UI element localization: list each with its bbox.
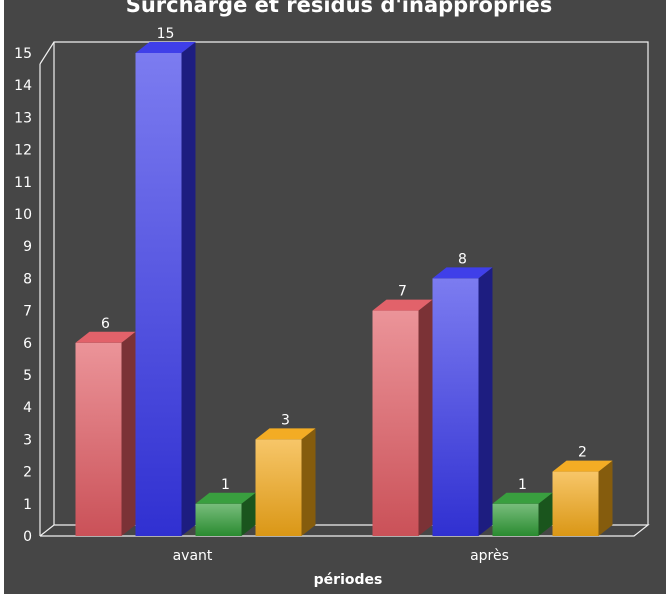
bar <box>75 331 136 536</box>
y-tick-label: 11 <box>14 175 32 191</box>
bar-top <box>552 460 613 472</box>
bar-side <box>538 492 553 536</box>
y-tick-label: 3 <box>23 432 32 448</box>
bar-front <box>432 278 479 536</box>
x-category-label: avant <box>173 548 213 564</box>
bar <box>135 42 196 536</box>
y-tick-label: 9 <box>23 239 32 255</box>
y-tick-label: 7 <box>23 304 32 320</box>
y-tick-label: 2 <box>23 465 32 481</box>
bar-front <box>255 439 302 536</box>
x-category-label: après <box>470 548 509 564</box>
y-tick-label: 1 <box>23 497 32 513</box>
y-tick-label: 15 <box>14 46 32 62</box>
bar <box>195 492 256 536</box>
bar-top <box>432 267 493 279</box>
bar <box>432 267 493 536</box>
data-label: 7 <box>398 284 407 300</box>
y-tick-label: 13 <box>14 110 32 126</box>
bar-front <box>492 503 539 536</box>
bar-front <box>75 342 122 536</box>
bar-top <box>492 492 553 504</box>
bar-side <box>478 267 493 536</box>
bar-top <box>135 42 196 53</box>
x-axis-title: périodes <box>314 572 383 588</box>
y-tick-label: 0 <box>23 529 32 545</box>
bar-side <box>418 299 433 536</box>
data-label: 2 <box>578 445 587 461</box>
bar-side <box>121 331 136 536</box>
chart-title: Surcharge et résidus d'inappropriés <box>126 0 553 17</box>
chart-back-wall <box>39 41 649 525</box>
y-tick-label: 12 <box>14 143 32 159</box>
bar-side <box>301 428 316 536</box>
data-label: 3 <box>281 412 290 428</box>
bar-top <box>372 299 433 311</box>
bar-top <box>195 492 256 504</box>
bar-front <box>135 53 182 536</box>
bar-side <box>181 42 196 536</box>
bar <box>372 299 433 536</box>
bar <box>552 460 613 536</box>
bar-front <box>552 471 599 536</box>
y-tick-label: 4 <box>23 400 32 416</box>
y-tick-label: 14 <box>14 78 32 94</box>
y-tick-label: 6 <box>23 336 32 352</box>
y-tick-label: 5 <box>23 368 32 384</box>
bar-top <box>75 331 136 343</box>
data-label: 1 <box>518 477 527 493</box>
data-label: 8 <box>458 251 467 267</box>
bar-side <box>241 492 256 536</box>
y-tick-label: 10 <box>14 207 32 223</box>
bar-chart: Surcharge et résidus d'inappropriés 0123… <box>14 0 650 588</box>
bar-front <box>195 503 242 536</box>
y-tick-label: 8 <box>23 271 32 287</box>
bar <box>255 428 316 536</box>
data-label: 1 <box>221 477 230 493</box>
bar-top <box>255 428 316 440</box>
data-label: 6 <box>101 316 110 332</box>
bar <box>492 492 553 536</box>
bar-side <box>598 460 613 536</box>
bar-front <box>372 310 419 536</box>
data-label: 15 <box>157 26 175 42</box>
